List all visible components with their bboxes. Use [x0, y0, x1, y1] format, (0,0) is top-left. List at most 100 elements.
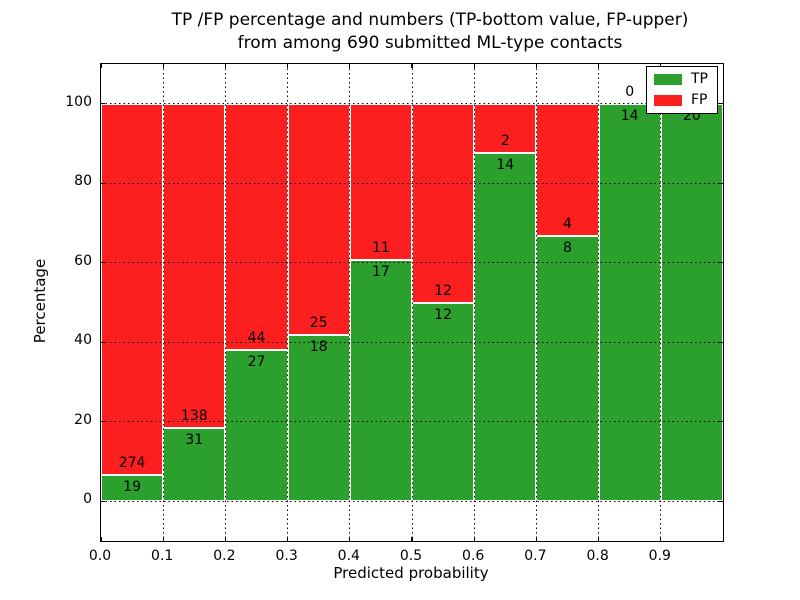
y-tick: [101, 500, 105, 502]
tp-count-label: 8: [563, 240, 572, 257]
y-tick: [719, 182, 723, 184]
x-tick-label: 0.2: [213, 548, 236, 564]
fp-count-label: 4: [563, 216, 572, 233]
bar-segment-tp: [536, 236, 599, 502]
x-tick: [597, 537, 600, 541]
x-tick-label: 0.4: [337, 548, 360, 564]
bar-segment-fp: [412, 103, 475, 303]
y-tick: [719, 500, 723, 502]
bar-segment-fp: [225, 103, 288, 351]
fp-count-label: 138: [180, 408, 208, 425]
bar-segment-tp: [349, 259, 412, 502]
x-tick-label: 0.0: [88, 548, 112, 564]
y-tick-label: 40: [74, 332, 92, 349]
legend-label-fp: FP: [691, 92, 708, 108]
fp-count-label: 274: [118, 455, 146, 472]
x-tick-label: 0.6: [462, 548, 485, 564]
x-gridline: [411, 64, 413, 541]
bar-segment-fp: [101, 103, 164, 476]
x-gridline: [660, 64, 662, 541]
bar-segment-tp: [225, 350, 288, 502]
legend: TP FP: [646, 66, 718, 114]
y-tick-label: 100: [65, 93, 92, 110]
x-tick-label: 0.3: [275, 548, 298, 564]
fp-swatch-icon: [654, 95, 682, 106]
bar-segment-fp: [163, 103, 226, 429]
fp-count-label: 12: [434, 282, 453, 299]
x-gridline: [473, 64, 475, 541]
legend-label-tp: TP: [691, 71, 708, 87]
bar-segment-fp: [536, 103, 599, 237]
x-gridline: [598, 64, 600, 541]
y-tick: [101, 182, 105, 184]
fp-count-label: 2: [500, 133, 510, 150]
bar-segment-fp: [349, 103, 412, 260]
x-tick: [162, 64, 164, 68]
x-gridline: [287, 64, 289, 541]
x-tick-label: 0.8: [586, 548, 609, 564]
tp-count-label: 14: [496, 157, 515, 174]
plot-area: 1927431138274418251711121214284140200: [100, 63, 724, 542]
x-tick: [597, 64, 600, 68]
x-gridline: [349, 64, 351, 541]
x-tick: [349, 537, 351, 541]
y-tick-label: 80: [74, 173, 92, 190]
bar-segment-tp: [474, 153, 537, 502]
bar-segment-tp: [598, 103, 661, 502]
y-tick: [719, 421, 723, 423]
x-tick-label: 0.7: [524, 548, 547, 564]
y-tick-label: 0: [83, 491, 92, 508]
x-tick-label: 0.1: [151, 548, 174, 564]
x-gridline: [162, 64, 164, 541]
tp-swatch-icon: [654, 74, 682, 85]
tp-count-label: 31: [185, 432, 204, 449]
bar-segment-fp: [474, 103, 537, 154]
x-tick: [411, 537, 413, 541]
x-tick: [535, 537, 538, 541]
x-tick: [162, 537, 164, 541]
y-tick: [719, 103, 723, 105]
x-axis-label: Predicted probability: [333, 564, 489, 582]
x-tick: [473, 537, 475, 541]
x-tick: [535, 64, 538, 68]
x-tick: [224, 64, 227, 68]
tp-count-label: 18: [309, 338, 328, 355]
legend-item-fp: FP: [654, 93, 708, 108]
bar-segment-fp: [287, 103, 350, 335]
x-tick: [349, 64, 351, 68]
chart-title-line2: from among 690 submitted ML-type contact…: [237, 33, 623, 53]
legend-item-tp: TP: [654, 72, 708, 87]
x-gridline: [535, 64, 537, 541]
x-tick: [100, 537, 102, 541]
bar-segment-tp: [287, 334, 350, 502]
x-tick-label: 0.9: [648, 548, 671, 564]
tp-count-label: 14: [620, 107, 639, 124]
bar-segment-tp: [101, 475, 164, 502]
y-tick: [719, 262, 723, 264]
y-tick: [719, 341, 723, 343]
y-tick-label: 60: [74, 252, 92, 269]
y-tick: [101, 341, 105, 343]
fp-count-label: 44: [247, 330, 266, 347]
y-axis-label: Percentage: [31, 258, 49, 344]
x-gridline: [224, 64, 226, 541]
y-tick: [101, 262, 105, 264]
fp-count-label: 25: [309, 314, 328, 331]
fp-count-label: 11: [371, 239, 390, 256]
y-tick: [101, 421, 105, 423]
y-tick: [101, 103, 105, 105]
y-tick-label: 20: [74, 411, 92, 428]
chart-title: TP /FP percentage and numbers (TP-bottom…: [70, 9, 790, 55]
x-tick: [286, 64, 289, 68]
tp-count-label: 27: [247, 354, 266, 371]
x-tick: [411, 64, 413, 68]
fp-count-label: 0: [625, 83, 635, 100]
x-tick: [286, 537, 289, 541]
x-tick: [660, 537, 662, 541]
tp-count-label: 19: [123, 479, 142, 496]
chart-title-line1: TP /FP percentage and numbers (TP-bottom…: [171, 10, 689, 30]
bar-segment-tp: [412, 302, 475, 502]
bar-segment-tp: [163, 428, 226, 502]
x-tick: [473, 64, 475, 68]
